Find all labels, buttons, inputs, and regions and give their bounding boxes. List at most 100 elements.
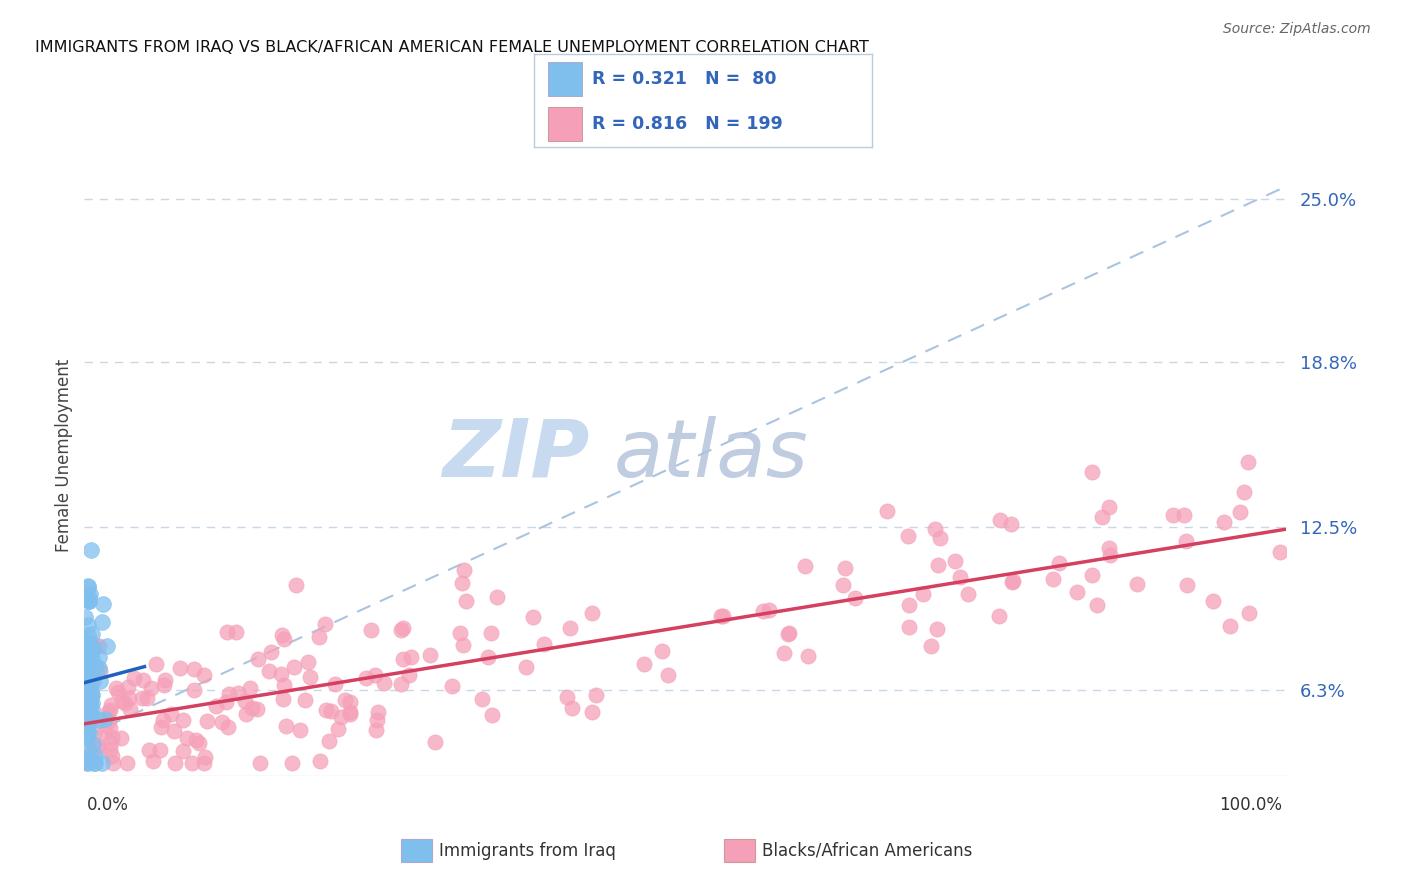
Point <box>76 723 98 737</box>
Point <box>76 697 98 711</box>
Point <box>449 626 471 640</box>
Point <box>73 720 96 734</box>
Point <box>711 609 734 624</box>
Point <box>75 662 97 676</box>
Point <box>75 670 97 684</box>
Point <box>107 685 129 699</box>
Point <box>76 712 98 726</box>
Point <box>77 594 100 608</box>
Point <box>120 702 142 716</box>
Point <box>89 664 111 678</box>
Point <box>76 657 98 672</box>
Point <box>75 700 97 714</box>
Point <box>183 662 205 676</box>
Point <box>73 610 96 624</box>
Point <box>80 652 103 666</box>
Point <box>752 603 775 617</box>
Point <box>339 706 361 721</box>
Point <box>318 734 340 748</box>
Point <box>145 657 167 671</box>
Point <box>75 756 97 770</box>
Point <box>1002 574 1025 588</box>
Point <box>454 593 477 607</box>
Point <box>240 700 263 714</box>
Point <box>364 668 387 682</box>
Point <box>1080 568 1102 582</box>
Point <box>226 686 249 700</box>
Point <box>273 632 295 647</box>
Point <box>581 705 603 719</box>
Point <box>100 743 122 757</box>
Point <box>235 706 257 721</box>
Y-axis label: Female Unemployment: Female Unemployment <box>55 359 73 551</box>
Point <box>101 748 124 763</box>
Point <box>273 678 295 692</box>
Point <box>239 681 262 695</box>
Point <box>270 667 292 681</box>
Point <box>778 626 800 640</box>
Point <box>80 684 103 698</box>
Point <box>93 725 115 739</box>
Point <box>1202 594 1225 608</box>
Point <box>87 738 110 752</box>
Point <box>172 713 194 727</box>
Point <box>558 621 581 635</box>
Point <box>246 651 269 665</box>
Point <box>834 561 856 575</box>
Point <box>1175 534 1198 549</box>
Point <box>450 575 472 590</box>
Point <box>117 681 139 695</box>
Point <box>76 729 98 743</box>
Point <box>481 626 503 640</box>
Point <box>778 627 800 641</box>
Point <box>77 726 100 740</box>
Point <box>111 693 134 707</box>
Point <box>560 701 582 715</box>
Point <box>82 701 104 715</box>
Point <box>273 691 295 706</box>
Bar <box>548 107 582 141</box>
Point <box>77 657 100 671</box>
Point <box>76 714 98 728</box>
Point <box>927 622 949 636</box>
Point <box>110 731 132 746</box>
Point <box>1066 585 1088 599</box>
Point <box>844 591 866 606</box>
Point <box>76 592 98 607</box>
Point <box>93 712 115 726</box>
Point <box>1081 465 1104 479</box>
Point <box>533 637 555 651</box>
Point <box>485 590 508 604</box>
Point <box>555 690 578 704</box>
Point <box>172 744 194 758</box>
Point <box>77 638 100 652</box>
Point <box>319 704 342 718</box>
Point <box>453 563 475 577</box>
Point <box>75 650 97 665</box>
Point <box>897 529 920 543</box>
Point <box>104 681 127 695</box>
Point <box>118 691 141 706</box>
Point <box>100 736 122 750</box>
Point <box>758 603 780 617</box>
Point <box>115 756 138 770</box>
Point <box>162 724 184 739</box>
Point <box>217 720 239 734</box>
Point <box>1177 578 1199 592</box>
Point <box>73 632 96 647</box>
Point <box>80 627 103 641</box>
Point <box>77 650 100 665</box>
Point <box>79 673 101 688</box>
Point <box>1161 508 1184 523</box>
Point <box>477 650 499 665</box>
Point <box>76 750 98 764</box>
Point <box>77 706 100 720</box>
Point <box>1229 505 1251 519</box>
Point <box>90 756 112 770</box>
Point <box>91 615 114 629</box>
Point <box>79 587 101 601</box>
Point <box>82 641 104 656</box>
Point <box>987 609 1010 624</box>
Point <box>793 559 815 574</box>
Point <box>80 668 103 682</box>
